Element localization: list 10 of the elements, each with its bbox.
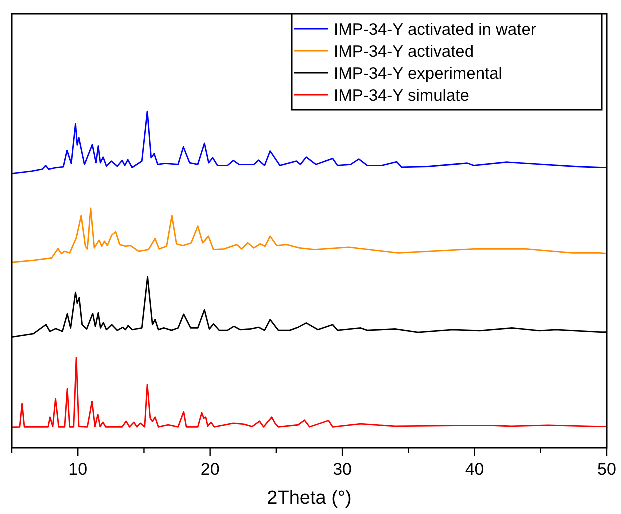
x-tick-label: 10 [68,460,88,479]
x-tick-label: 40 [465,460,484,479]
legend-label: IMP-34-Y experimental [334,65,502,83]
legend-label: IMP-34-Y activated [334,43,474,61]
x-tick-label: 20 [200,460,220,479]
x-axis-title: 2Theta (°) [267,488,352,509]
x-tick-label: 30 [333,460,352,479]
x-tick-label: 50 [598,460,616,479]
legend-label: IMP-34-Y simulate [334,87,470,105]
legend-label: IMP-34-Y activated in water [334,21,537,39]
